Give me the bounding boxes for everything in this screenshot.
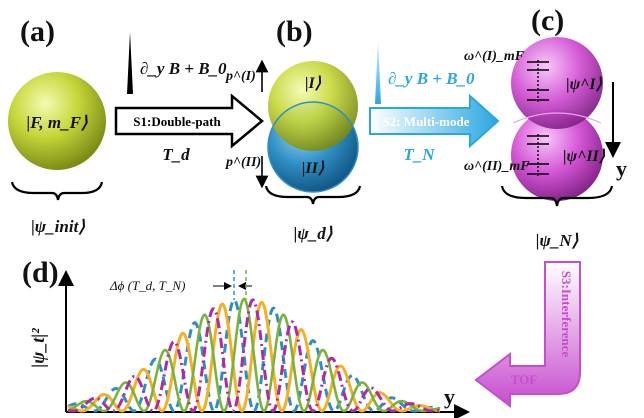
panel-d-label: (d) bbox=[22, 256, 59, 289]
omega-II-label: ω^(II)_mF bbox=[464, 159, 530, 174]
panel-b-label: (b) bbox=[276, 15, 313, 48]
curve-green bbox=[67, 297, 441, 413]
psi-II-ball bbox=[511, 109, 603, 201]
level-diagram-lower bbox=[527, 134, 549, 176]
initial-state-ball bbox=[8, 72, 106, 170]
lower-state-outline bbox=[267, 101, 359, 193]
p-down-label: p^(II) bbox=[225, 155, 261, 170]
psi-N-label: |ψ_N⟩ bbox=[536, 231, 579, 250]
psi-I-label: |ψ^I⟩ bbox=[566, 76, 603, 93]
panel-a-label: (a) bbox=[20, 15, 55, 48]
psi-init-label: |ψ_init⟩ bbox=[31, 217, 85, 236]
overlap-edge bbox=[512, 112, 602, 124]
plot-x-label: y bbox=[444, 384, 455, 409]
s3-arrow bbox=[474, 261, 581, 409]
phase-shift-label: Δϕ (T_d, T_N) bbox=[109, 278, 185, 293]
plot-y-label: |ψ_t|² bbox=[28, 328, 48, 368]
omega-I-label: ω^(I)_mF bbox=[464, 49, 525, 64]
y-axis-label-c: y bbox=[616, 156, 627, 181]
s2-time-label: T_N bbox=[403, 145, 435, 164]
s2-pulse-icon bbox=[375, 40, 381, 104]
brace-c bbox=[500, 185, 614, 207]
s3-step-label: S3:Interference bbox=[559, 271, 574, 358]
curve-magenta bbox=[67, 298, 441, 413]
s1-time-label: T_d bbox=[162, 145, 190, 164]
brace-a bbox=[10, 181, 104, 201]
s2-field-label: ∂_y B + B_0 bbox=[388, 69, 475, 88]
panel-c-label: (c) bbox=[531, 4, 564, 37]
psi-I-ball bbox=[511, 37, 603, 129]
state-I-label: |I⟩ bbox=[305, 75, 322, 92]
interference-curves bbox=[67, 297, 441, 413]
psi-II-label: |ψ^II⟩ bbox=[563, 148, 606, 165]
s2-step-label: S2: Multi-mode bbox=[382, 114, 469, 129]
brace-b bbox=[264, 185, 362, 205]
psi-d-label: |ψ_d⟩ bbox=[294, 224, 333, 243]
level-diagram-upper bbox=[527, 60, 549, 102]
tof-label: TOF bbox=[511, 372, 538, 387]
state-II-label: |II⟩ bbox=[302, 160, 325, 177]
initial-state-label: |F, m_F⟩ bbox=[26, 113, 87, 132]
p-up-label: p^(I) bbox=[225, 69, 256, 84]
s1-step-label: S1:Double-path bbox=[133, 114, 221, 129]
upper-state-ball bbox=[268, 61, 358, 151]
curve-blue bbox=[67, 298, 441, 413]
s1-field-label: ∂_y B + B_0 bbox=[140, 59, 227, 78]
s1-pulse-icon bbox=[127, 32, 133, 94]
s2-arrow bbox=[369, 93, 500, 149]
s1-arrow bbox=[114, 93, 264, 149]
